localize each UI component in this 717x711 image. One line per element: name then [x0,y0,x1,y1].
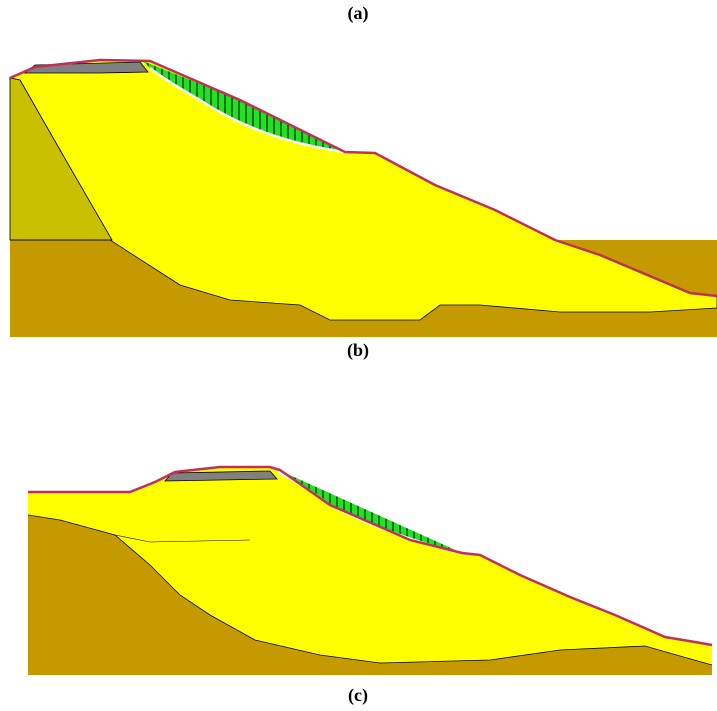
panel-label: (c) [348,685,368,706]
slope-panel [10,60,717,337]
panel-label: (b) [347,340,369,361]
pavement [25,62,148,73]
figure: (a) (b) (c) [0,0,717,711]
panel-label: (a) [348,3,369,24]
slope-panel [28,467,712,675]
